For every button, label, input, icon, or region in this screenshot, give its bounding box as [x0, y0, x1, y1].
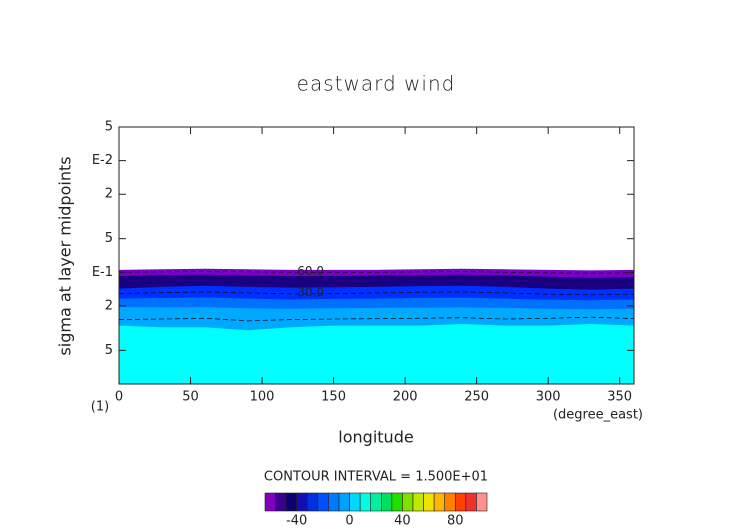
colorbar-box: [349, 492, 361, 512]
contour-line: [119, 270, 634, 274]
contour-label: 30.0: [297, 285, 324, 299]
y-tick-label: 5: [105, 343, 113, 358]
colorbar-box: [380, 492, 393, 512]
plot-frame: [118, 126, 635, 385]
colorbar-title: CONTOUR INTERVAL = 1.500E+01: [264, 470, 488, 485]
colorbar-box: [433, 492, 446, 512]
colorbar-box: [306, 492, 319, 512]
colorbar-box: [423, 492, 435, 512]
y-tick-label: 5: [105, 231, 113, 246]
colorbar-box: [412, 492, 424, 512]
colorbar-box: [476, 492, 488, 512]
y-tick-label: 5: [105, 120, 113, 135]
colorbar-box: [317, 492, 329, 512]
x-tick-label: 0: [115, 390, 123, 405]
colorbar-box: [264, 492, 276, 512]
colorbar-box: [338, 492, 350, 512]
colorbar-tick-label: 80: [447, 514, 464, 529]
colorbar-box: [359, 492, 372, 512]
chart-title: eastward wind: [297, 72, 456, 96]
colorbar-box: [444, 492, 456, 512]
x-tick-label: 350: [607, 390, 632, 405]
x-unit: (degree_east): [553, 408, 643, 423]
colorbar-box: [275, 492, 287, 512]
colorbar-box: [370, 492, 382, 512]
colorbar-tick-label: 40: [394, 514, 411, 529]
contour-band: [119, 323, 634, 384]
colorbar-tick-label: 0: [345, 514, 353, 529]
contour-line: [119, 291, 634, 296]
y-unit: (1): [91, 400, 109, 415]
y-tick-label: 2: [105, 298, 113, 313]
x-tick-label: 100: [250, 390, 275, 405]
colorbar-box: [391, 492, 403, 512]
y-axis-label: sigma at layer midpoints: [56, 156, 75, 355]
x-tick-label: 250: [464, 390, 489, 405]
colorbar-box: [328, 492, 340, 512]
x-tick-label: 200: [393, 390, 418, 405]
colorbar-box: [465, 492, 477, 512]
y-tick-label: E-1: [92, 265, 113, 280]
x-axis-label: longitude: [338, 428, 413, 447]
plot-area: 60.0 30.0 0 50 100 150 200 250 300 350 5 E-2 2 5 E-1 2 5: [92, 120, 635, 405]
x-tick-label: 300: [536, 390, 561, 405]
y-tick-label: E-2: [92, 153, 113, 168]
colorbar-box: [296, 492, 308, 512]
x-tick-label: 150: [321, 390, 346, 405]
x-tick-label: 50: [182, 390, 199, 405]
contour-label: 60.0: [297, 264, 324, 278]
fills: [119, 268, 634, 384]
colorbar-tick-label: -40: [286, 514, 307, 529]
y-tick-label: 2: [105, 187, 113, 202]
colorbar-box: [402, 492, 414, 512]
colorbar-box: [285, 492, 298, 512]
colorbar-box: [454, 492, 467, 512]
contour-line: [119, 316, 634, 322]
